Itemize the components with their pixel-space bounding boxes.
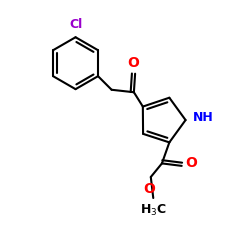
Text: O: O <box>144 182 156 196</box>
Text: O: O <box>127 56 139 70</box>
Text: O: O <box>186 156 197 170</box>
Text: H$_3$C: H$_3$C <box>140 203 167 218</box>
Text: NH: NH <box>193 111 214 124</box>
Text: Cl: Cl <box>69 18 82 31</box>
